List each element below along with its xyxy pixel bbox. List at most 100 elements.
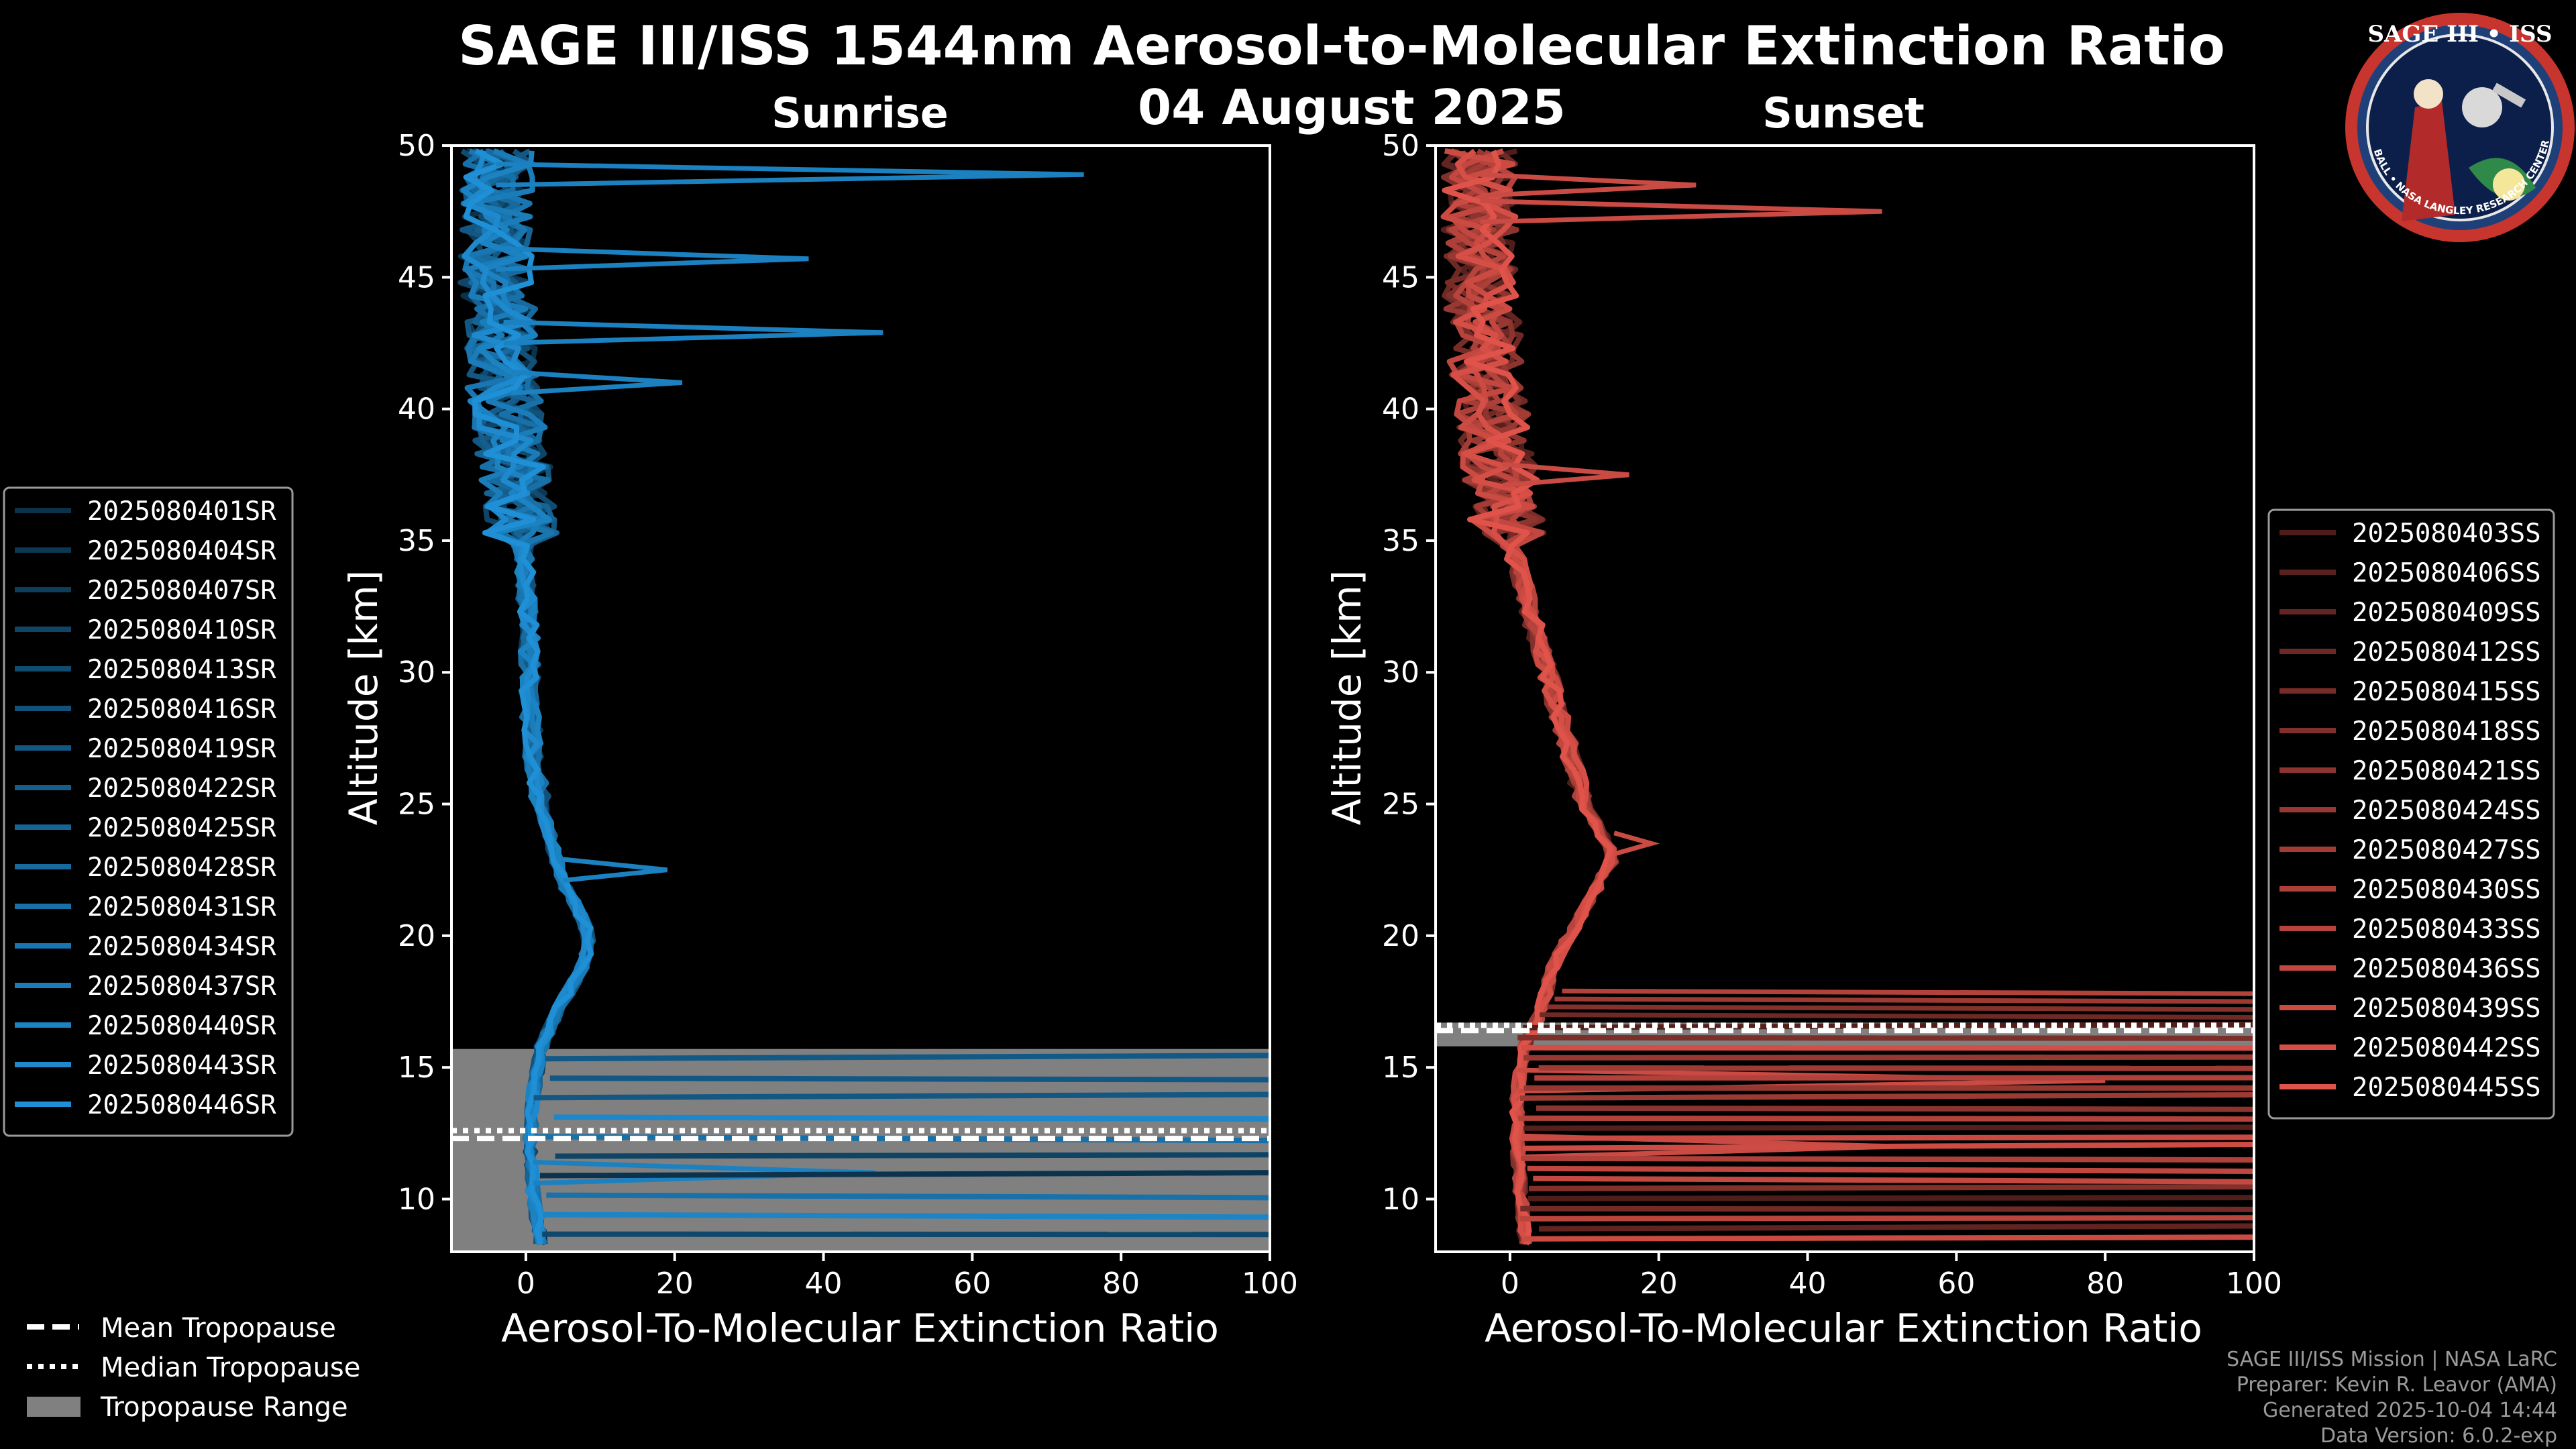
logo-sun-icon [2493,168,2525,201]
sunrise-axes: 0 20 40 60 80 100 10 15 20 25 30 35 40 45 50 [398,129,1298,1301]
legend-label: 2025080413SR [87,655,276,685]
low-altitude-streak [1536,1105,2254,1112]
profile-spike [503,319,883,345]
low-altitude-streak [1523,1141,2254,1151]
legend-label: 2025080427SS [2352,835,2541,865]
main-title: SAGE III/ISS 1544nm Aerosol-to-Molecular… [458,15,2225,77]
legend-label: 2025080425SR [87,813,276,843]
low-altitude-streak [546,1192,1270,1201]
tropopause-range-legend-swatch [27,1397,80,1417]
footer-generated: Generated 2025-10-04 14:44 [2263,1399,2557,1422]
sunset-legend: 2025080403SS 2025080406SS 2025080409SS 2025… [2267,508,2555,1120]
x-tick-label: 60 [1937,1267,1975,1301]
sunrise-y-axis-label: Altitude [km] [341,570,386,825]
upper-tropopause-streak [1540,1012,2254,1020]
x-tick-label: 80 [2086,1267,2124,1301]
y-tick-label: 15 [1382,1051,1419,1085]
sunrise-tropopause-lines [451,1128,1270,1142]
tropopause-legend: Mean Tropopause Median Tropopause Tropop… [27,1313,360,1423]
upper-tropopause-streak [1562,988,2254,996]
legend-label: 2025080443SR [87,1051,276,1081]
low-altitude-streak [1523,1054,2254,1061]
logo-moon-icon [2462,87,2502,127]
x-tick-label: 40 [805,1267,843,1301]
profile-line-2025080445SS [1442,150,1613,1245]
x-tick-label: 20 [1640,1267,1678,1301]
y-tick-label: 30 [398,655,435,690]
x-tick-label: 100 [1242,1267,1298,1301]
logo-station-icon [2491,83,2526,108]
sunset-chart: 0 20 40 60 80 100 10 15 20 25 30 35 40 45 50 Aerosol-T… [1324,129,2282,1351]
legend-label: 2025080401SR [87,496,276,527]
legend-label: 2025080428SR [87,853,276,883]
legend-label: 2025080433SS [2352,914,2541,945]
y-tick-label: 30 [1382,655,1419,690]
profile-spike [1480,199,1882,225]
sunrise-x-axis-label: Aerosol-To-Molecular Extinction Ratio [501,1305,1219,1351]
legend-label: 2025080430SS [2352,875,2541,905]
low-altitude-streak [1520,1205,2254,1212]
legend-label: 2025080431SR [87,892,276,922]
y-tick-label: 40 [398,392,435,427]
low-altitude-streak [553,1114,1270,1122]
low-altitude-streak [1538,1065,2254,1071]
low-altitude-streak [543,1212,1270,1220]
legend-label: 2025080434SR [87,932,276,962]
sunset-x-axis-label: Aerosol-To-Molecular Extinction Ratio [1485,1305,2202,1351]
legend-label: 2025080412SS [2352,637,2541,667]
low-altitude-streak [1529,1184,2254,1191]
legend-label: 2025080418SS [2352,716,2541,747]
low-altitude-streak [1520,1092,2254,1101]
low-altitude-streak [1517,1115,2254,1122]
legend-label: 2025080419SR [87,734,276,764]
profile-spike [1613,830,1660,857]
low-altitude-streak [1521,1155,2254,1163]
low-altitude-streak [533,1091,1270,1101]
logo-text: SAGE III • ISS [2367,21,2552,48]
y-tick-label: 20 [1382,919,1419,953]
low-altitude-streak [545,1053,1270,1062]
low-altitude-streak [539,1170,1270,1179]
y-tick-label: 35 [1382,524,1419,558]
median-tropopause-legend-label: Median Tropopause [101,1352,360,1383]
logo-figure-head-icon [2414,79,2443,109]
low-altitude-streak [1533,1175,2254,1185]
profile-spike [496,246,809,272]
sunrise-plot-frame [450,144,1271,1253]
low-altitude-streak [1527,1165,2254,1174]
profile-spike [511,370,683,396]
legend-label: 2025080409SS [2352,598,2541,628]
legend-label: 2025080410SR [87,615,276,645]
legend-label: 2025080422SR [87,773,276,804]
y-tick-label: 40 [1382,392,1419,427]
legend-label: 2025080446SR [87,1090,276,1120]
y-tick-label: 20 [398,919,435,953]
footer-mission: SAGE III/ISS Mission | NASA LaRC [2226,1348,2557,1371]
x-tick-label: 20 [656,1267,694,1301]
y-tick-label: 35 [398,524,435,558]
upper-tropopause-streak [1554,996,2254,1004]
sunset-axes: 0 20 40 60 80 100 10 15 20 25 30 35 40 45 50 [1382,129,2282,1301]
profile-spike [1480,172,1697,199]
legend-label: 2025080416SR [87,694,276,724]
legend-label: 2025080421SS [2352,756,2541,786]
x-tick-label: 0 [517,1267,535,1301]
footer-credits: SAGE III/ISS Mission | NASA LaRC Prepare… [2226,1348,2557,1448]
sunset-panel-title: Sunset [1762,89,1925,138]
sunset-tropopause-lines [1436,1022,2254,1034]
legend-label: 2025080406SS [2352,558,2541,588]
y-tick-label: 10 [1382,1182,1419,1216]
legend-label: 2025080439SS [2352,994,2541,1024]
x-tick-label: 80 [1102,1267,1140,1301]
legend-label: 2025080407SR [87,576,276,606]
upper-tropopause-streak [1547,1004,2254,1012]
legend-label: 2025080436SS [2352,954,2541,984]
footer-data-version: Data Version: 6.0.2-exp [2320,1424,2557,1448]
low-altitude-streak [542,1231,1270,1238]
sunset-plot-frame [1434,144,2255,1253]
x-tick-label: 40 [1789,1267,1827,1301]
legend-label: 2025080404SR [87,536,276,566]
sunrise-chart: 0 20 40 60 80 100 10 15 20 25 30 35 40 45 50 Aerosol-T… [341,129,1298,1351]
low-altitude-streak [1523,1124,2254,1131]
